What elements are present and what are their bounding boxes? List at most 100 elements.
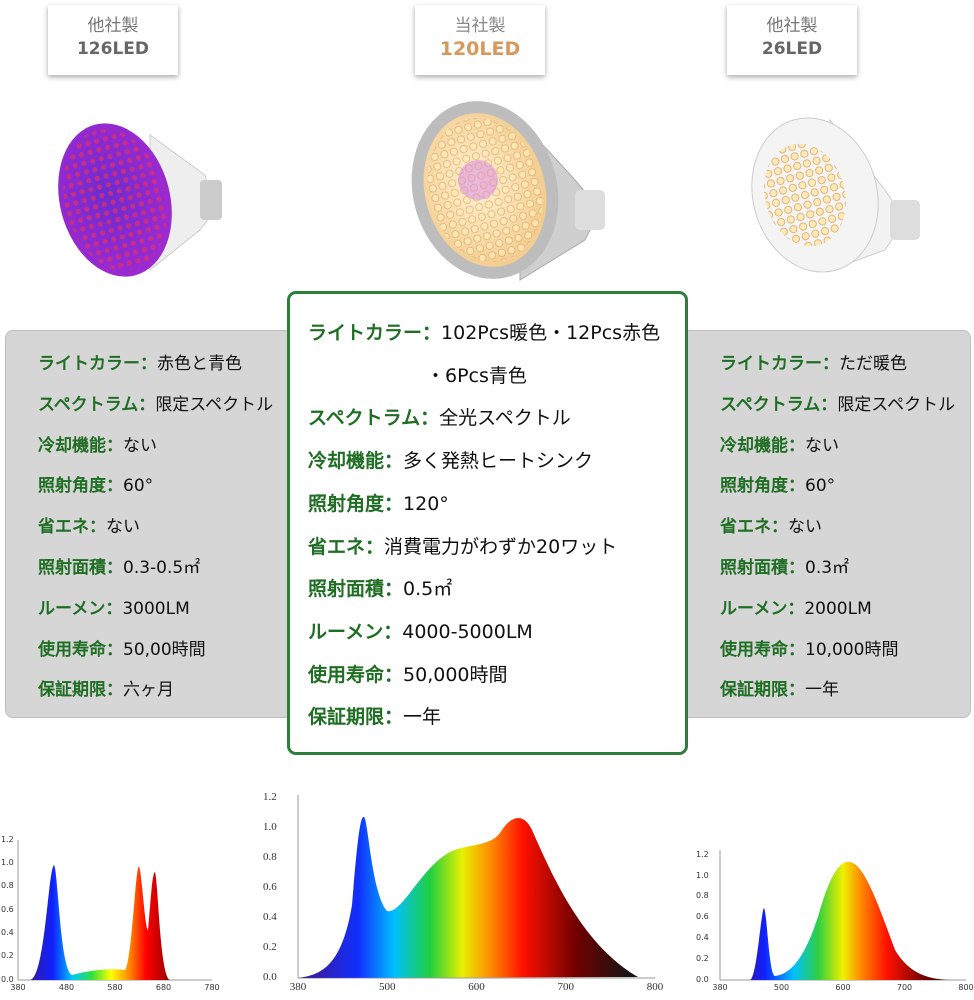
spec-label: ライトカラー： — [38, 354, 157, 374]
spec-row: 照射面積：0.5㎡ — [308, 574, 452, 601]
spec-row: ルーメン：2000LM — [720, 594, 872, 619]
spectrum-curve — [30, 865, 170, 980]
spec-value: 限定スペクトル — [837, 394, 956, 415]
spec-value: 一年 — [403, 706, 442, 729]
x-tick-label: 800 — [958, 983, 974, 992]
x-tick-label: 600 — [835, 983, 851, 992]
spec-value: 0.3㎡ — [805, 558, 850, 578]
x-tick-label: 380 — [10, 983, 26, 992]
spec-value: 0.3-0.5㎡ — [123, 558, 201, 578]
spec-label: 保証期限： — [720, 680, 805, 701]
spec-label: スペクトラム： — [720, 394, 838, 415]
spectrum-right — [719, 850, 966, 981]
x-tick-label: 500 — [379, 981, 396, 993]
spec-value: 赤色と青色 — [157, 354, 242, 374]
spec-value: 3000LM — [122, 598, 190, 619]
spec-row: 照射面積：0.3㎡ — [720, 553, 849, 578]
spec-label: 使用寿命： — [308, 663, 404, 686]
spec-label: ライトカラー： — [308, 322, 442, 344]
x-tick-label: 380 — [712, 983, 728, 992]
spec-value: 50,000時間 — [403, 663, 508, 686]
spec-box-center — [287, 291, 688, 755]
x-tick-label: 480 — [58, 983, 75, 992]
x-tick-label: 700 — [557, 981, 575, 993]
spec-value: ただ暖色 — [839, 354, 907, 374]
product-tag: 当社製 120LED — [415, 5, 545, 75]
y-tick-label: 0.0 — [1, 974, 14, 984]
y-tick-label: 0.6 — [263, 880, 277, 893]
product-tag: 他社製 126LED — [48, 5, 178, 75]
spec-label: 冷却機能： — [308, 450, 404, 473]
spec-label: ライトカラー： — [720, 354, 839, 374]
spec-row: 保証期限：一年 — [308, 702, 441, 729]
spec-label: 保証期限： — [308, 706, 404, 729]
spec-row: ルーメン：3000LM — [38, 594, 190, 619]
x-tick-label: 700 — [896, 983, 913, 992]
spec-value: 102Pcs暖色・12Pcs赤色 — [441, 322, 661, 344]
spec-row: 使用寿命：50,000時間 — [308, 660, 508, 687]
y-tick-label: 0.2 — [696, 953, 709, 963]
spectrum-curve — [298, 816, 638, 978]
spec-row: スペクトラム：限定スペクトル — [720, 390, 955, 415]
spectrum-left — [17, 840, 212, 981]
y-tick-label: 0.8 — [263, 850, 277, 863]
spec-label: 保証期限： — [38, 680, 123, 701]
maker: 当社製 — [454, 16, 506, 36]
x-tick-label: 580 — [107, 983, 123, 992]
spec-value: 全光スペクトル — [439, 407, 571, 430]
spec-value: 60° — [123, 476, 154, 497]
spec-label: 省エネ： — [38, 517, 106, 538]
spec-value: ない — [805, 435, 839, 456]
spec-label: ルーメン： — [38, 598, 123, 619]
spec-label: 冷却機能： — [720, 435, 805, 456]
x-tick-label: 500 — [773, 983, 790, 992]
spec-label: ルーメン： — [308, 620, 403, 643]
spec-value: 消費電力がわずか20ワット — [384, 535, 618, 558]
spec-label: ルーメン： — [720, 598, 805, 619]
x-tick-label: 380 — [289, 981, 307, 993]
spec-value: ない — [106, 517, 140, 538]
spec-row: 冷却機能：ない — [38, 431, 157, 456]
spec-box-right — [682, 330, 971, 718]
spec-row: 冷却機能：多く発熱ヒートシンク — [308, 446, 593, 473]
spec-value: ない — [788, 517, 822, 538]
y-tick-label: 1.2 — [696, 849, 709, 859]
spec-label: 冷却機能： — [38, 435, 123, 456]
spectrum-center — [297, 795, 655, 979]
spec-label: スペクトラム： — [38, 394, 156, 415]
y-tick-label: 0.4 — [696, 933, 709, 943]
spec-row: 保証期限：一年 — [720, 675, 839, 700]
y-tick-label: 1.0 — [696, 870, 709, 880]
spec-row: 保証期限：六ヶ月 — [38, 675, 174, 700]
spec-row: スペクトラム：全光スペクトル — [308, 403, 571, 430]
spec-value: 4000-5000LM — [402, 620, 533, 643]
bulb-right — [751, 117, 920, 273]
y-tick-label: 0.6 — [696, 912, 709, 922]
x-tick-label: 780 — [204, 983, 220, 992]
bulb-center — [411, 101, 605, 281]
spec-label: 省エネ： — [308, 535, 385, 558]
spec-row: ライトカラー：102Pcs暖色・12Pcs赤色 — [308, 318, 660, 345]
spec-label: 使用寿命： — [38, 639, 123, 660]
y-tick-label: 0.0 — [263, 970, 277, 983]
maker: 他社製 — [766, 16, 818, 36]
spec-row: 省エネ：消費電力がわずか20ワット — [308, 532, 617, 559]
y-tick-label: 0.4 — [263, 910, 277, 923]
bulb-illustrations — [58, 101, 920, 281]
spec-value: 多く発熱ヒートシンク — [403, 450, 594, 473]
y-tick-label: 1.2 — [263, 790, 277, 803]
spec-row: 照射角度：120° — [308, 489, 449, 516]
spec-value: 0.5㎡ — [403, 578, 453, 601]
spec-row: 照射角度：60° — [720, 471, 835, 496]
led-count: 120LED — [439, 38, 521, 60]
spec-value: 六ヶ月 — [123, 680, 174, 701]
x-tick-label: 680 — [155, 983, 172, 992]
spec-value: 限定スペクトル — [155, 394, 274, 415]
y-tick-label: 0.8 — [1, 881, 14, 891]
spec-row: ライトカラー：赤色と青色 — [38, 349, 242, 374]
bulb-left — [58, 123, 222, 277]
y-tick-label: 0.8 — [696, 891, 709, 901]
y-tick-label: 1.0 — [263, 820, 277, 833]
led-count: 26LED — [761, 39, 823, 59]
